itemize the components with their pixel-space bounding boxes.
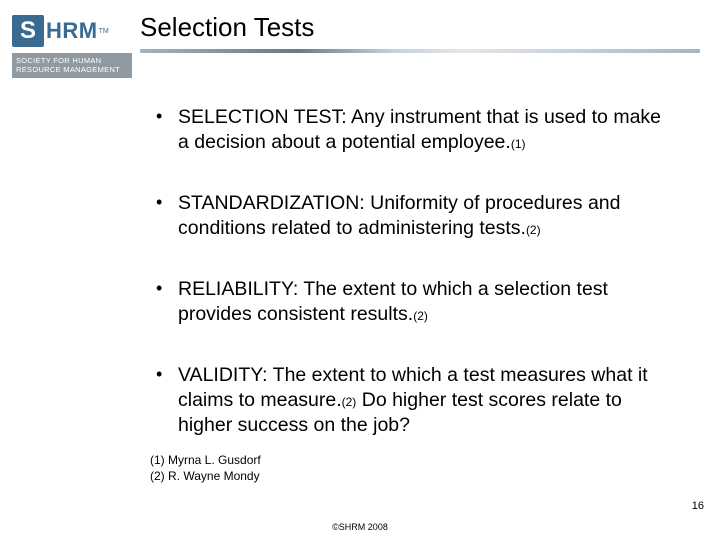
shrm-logo: S HRM TM SOCIETY FOR HUMAN RESOURCE MANA… xyxy=(12,12,132,78)
bullet-text: SELECTION TEST: Any instrument that is u… xyxy=(178,106,661,153)
copyright: ©SHRM 2008 xyxy=(0,522,720,532)
logo-letters-hrm: HRM xyxy=(46,18,98,44)
slide-number: 16 xyxy=(692,500,704,512)
slide-title: Selection Tests xyxy=(140,12,700,49)
logo-tagline-line2: RESOURCE MANAGEMENT xyxy=(16,65,128,74)
title-block: Selection Tests xyxy=(140,12,700,53)
bullet-text: RELIABILITY: The extent to which a selec… xyxy=(178,278,608,325)
bullet-text: STANDARDIZATION: Uniformity of procedure… xyxy=(178,192,620,239)
bullet-list: SELECTION TEST: Any instrument that is u… xyxy=(150,105,670,438)
logo-tagline-line1: SOCIETY FOR HUMAN xyxy=(16,56,128,65)
logo-trademark: TM xyxy=(99,28,109,35)
bullet-ref: (2) xyxy=(413,309,428,323)
bullet-item: SELECTION TEST: Any instrument that is u… xyxy=(150,105,670,155)
bullet-item: RELIABILITY: The extent to which a selec… xyxy=(150,277,670,327)
body-content: SELECTION TEST: Any instrument that is u… xyxy=(150,105,670,474)
bullet-item: STANDARDIZATION: Uniformity of procedure… xyxy=(150,191,670,241)
bullet-ref: (2) xyxy=(526,223,541,237)
bullet-ref: (1) xyxy=(511,137,526,151)
logo-top-row: S HRM TM xyxy=(12,12,132,50)
logo-tagline: SOCIETY FOR HUMAN RESOURCE MANAGEMENT xyxy=(12,53,132,78)
logo-square: S xyxy=(12,15,44,47)
footnotes: (1) Myrna L. Gusdorf (2) R. Wayne Mondy xyxy=(150,452,261,484)
logo-letter-s: S xyxy=(20,19,36,43)
footnote-line: (1) Myrna L. Gusdorf xyxy=(150,452,261,468)
bullet-item: VALIDITY: The extent to which a test mea… xyxy=(150,363,670,438)
title-underline xyxy=(140,49,700,53)
slide: S HRM TM SOCIETY FOR HUMAN RESOURCE MANA… xyxy=(0,0,720,540)
footnote-line: (2) R. Wayne Mondy xyxy=(150,468,261,484)
bullet-ref: (2) xyxy=(342,395,357,409)
